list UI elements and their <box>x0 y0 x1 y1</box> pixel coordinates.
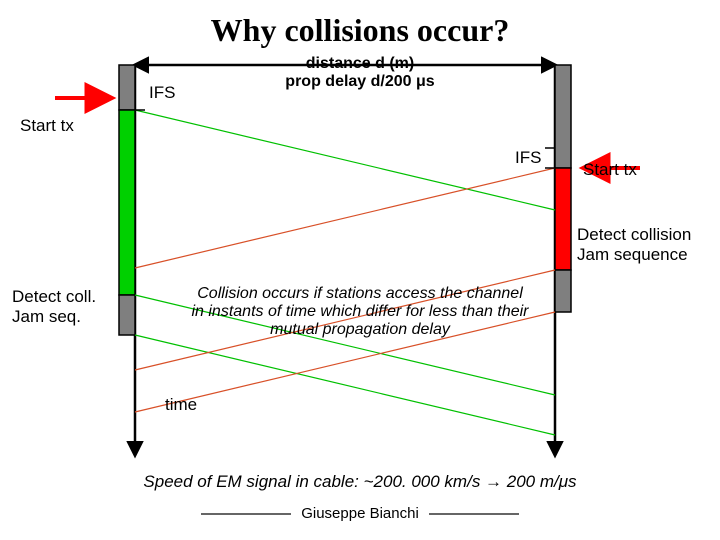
footer-author: Giuseppe Bianchi <box>301 505 419 522</box>
time-label: time <box>165 395 197 415</box>
ifs-left-label: IFS <box>149 83 175 103</box>
footer-line-left <box>201 513 291 515</box>
ifs-right-label: IFS <box>515 148 541 168</box>
detect-right: Detect collision Jam sequence <box>577 225 691 265</box>
collision-caption: Collision occurs if stations access the … <box>170 285 550 339</box>
start-tx-left: Start tx <box>20 116 74 136</box>
start-tx-right: Start tx <box>583 160 637 180</box>
collision-diagram <box>0 0 720 540</box>
speed-note: Speed of EM signal in cable: ~200. 000 k… <box>0 472 720 492</box>
detect-left: Detect coll. Jam seq. <box>12 287 96 327</box>
footer: Giuseppe Bianchi <box>0 505 720 522</box>
footer-line-right <box>429 513 519 515</box>
